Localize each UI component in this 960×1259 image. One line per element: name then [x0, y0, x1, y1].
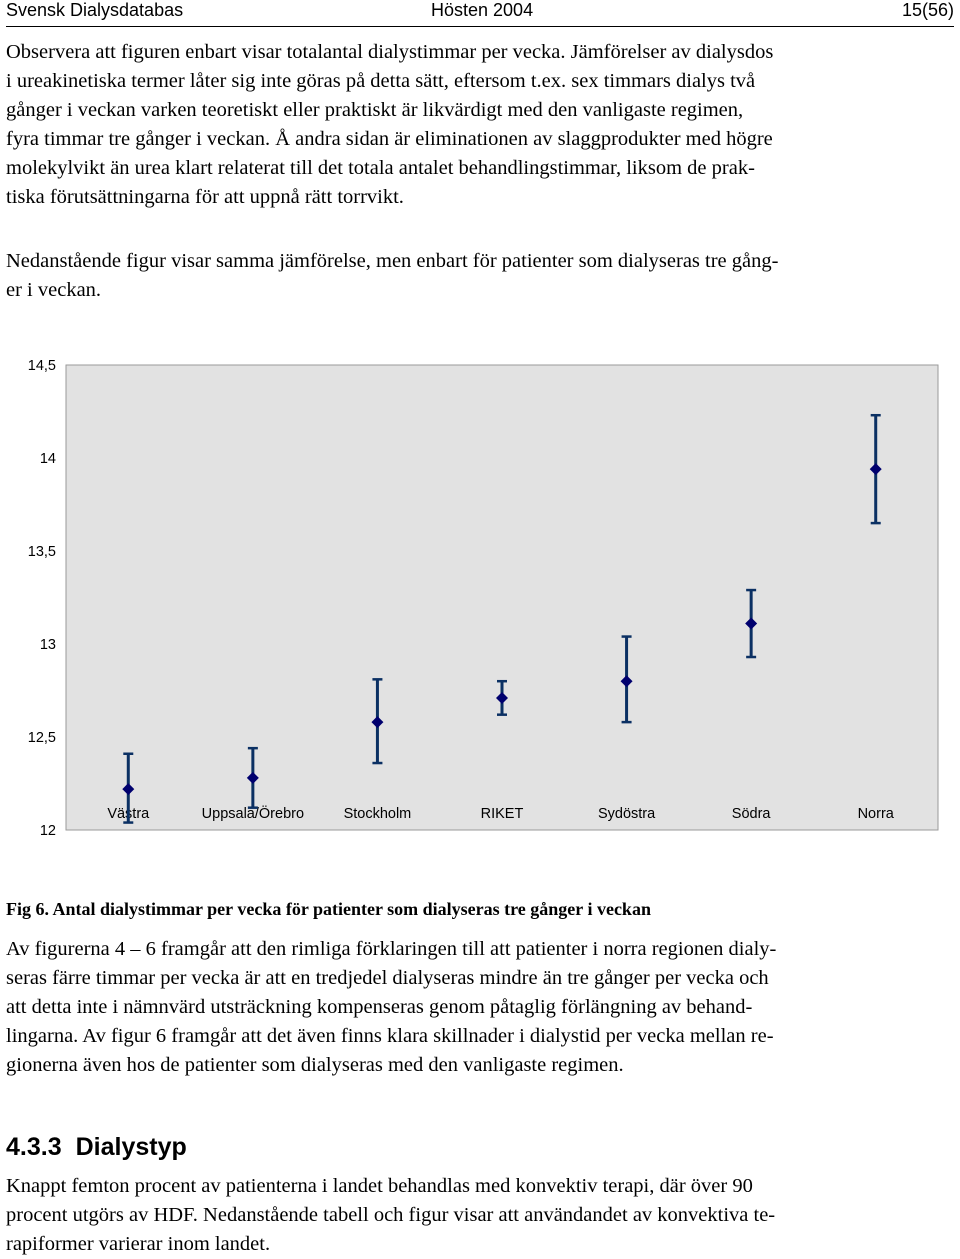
- header-page-number: 15(56): [901, 0, 954, 20]
- y-tick-label: 14,5: [28, 358, 56, 374]
- header-rule: [6, 26, 954, 27]
- y-tick-label: 12: [40, 823, 56, 839]
- paragraph-conclusion: Av figurerna 4 – 6 framgår att den rimli…: [6, 935, 950, 1080]
- paragraph-line: seras färre timmar per vecka är att en t…: [6, 967, 769, 989]
- x-tick-label: RIKET: [481, 806, 524, 822]
- paragraph-intro: Observera att figuren enbart visar total…: [6, 38, 950, 212]
- data-point: [371, 716, 384, 729]
- x-tick-label: Uppsala/Örebro: [202, 804, 304, 822]
- section-number: 4.3.3: [6, 1133, 62, 1161]
- section-heading: 4.3.3 Dialystyp: [6, 1133, 201, 1162]
- data-point: [620, 675, 633, 688]
- data-point: [869, 463, 882, 476]
- y-tick-label: 13: [40, 637, 56, 653]
- x-tick-label: Norra: [858, 806, 895, 822]
- y-tick-label: 12,5: [28, 730, 56, 746]
- paragraph-line: Nedanstående figur visar samma jämförels…: [6, 250, 779, 272]
- paragraph-dialystyp: Knappt femton procent av patienterna i l…: [6, 1172, 950, 1259]
- x-tick-label: Södra: [732, 806, 772, 822]
- paragraph-line: i ureakinetiska termer låter sig inte gö…: [6, 70, 756, 92]
- data-point: [122, 783, 135, 796]
- x-tick-label: Sydöstra: [598, 806, 656, 822]
- paragraph-line: Knappt femton procent av patienterna i l…: [6, 1175, 753, 1197]
- paragraph-figure-intro: Nedanstående figur visar samma jämförels…: [6, 247, 950, 305]
- paragraph-line: gionerna även hos de patienter som dialy…: [6, 1054, 624, 1076]
- y-tick-label: 13,5: [28, 544, 56, 560]
- paragraph-line: rapiformer varierar inom landet.: [6, 1233, 271, 1255]
- paragraph-line: fyra timmar tre gånger i veckan. Å andra…: [6, 128, 773, 150]
- plot-area: [65, 364, 939, 831]
- paragraph-line: gånger i veckan varken teoretiskt eller …: [6, 99, 744, 121]
- paragraph-line: Av figurerna 4 – 6 framgår att den rimli…: [6, 938, 777, 960]
- paragraph-line: Observera att figuren enbart visar total…: [6, 41, 774, 63]
- errorbar-chart: 14,51413,51312,512VästraUppsala/ÖrebroSt…: [28, 358, 939, 839]
- paragraph-line: lingarna. Av figur 6 framgår att det äve…: [6, 1025, 774, 1047]
- figure-caption: Fig 6. Antal dialystimmar per vecka för …: [6, 899, 651, 919]
- section-title: Dialystyp: [75, 1133, 187, 1161]
- header-date: Hösten 2004: [431, 0, 534, 20]
- paragraph-line: procent utgörs av HDF. Nedanstående tabe…: [6, 1204, 776, 1226]
- data-point: [745, 617, 758, 630]
- paragraph-line: tiska förutsättningarna för att uppnå rä…: [6, 186, 404, 208]
- page-header: Svensk Dialysdatabas Hösten 2004 15(56): [6, 0, 954, 24]
- chart-container: 14,51413,51312,512VästraUppsala/ÖrebroSt…: [0, 340, 960, 870]
- paragraph-line: er i veckan.: [6, 279, 102, 301]
- data-point: [496, 691, 508, 704]
- paragraph-line: att detta inte i nämnvärd utsträckning k…: [6, 996, 753, 1018]
- data-point: [246, 771, 259, 784]
- header-document-title: Svensk Dialysdatabas: [6, 0, 184, 20]
- x-tick-label: Stockholm: [344, 806, 412, 822]
- y-tick-label: 14: [40, 451, 56, 467]
- paragraph-line: molekylvikt än urea klart relaterat till…: [6, 157, 755, 179]
